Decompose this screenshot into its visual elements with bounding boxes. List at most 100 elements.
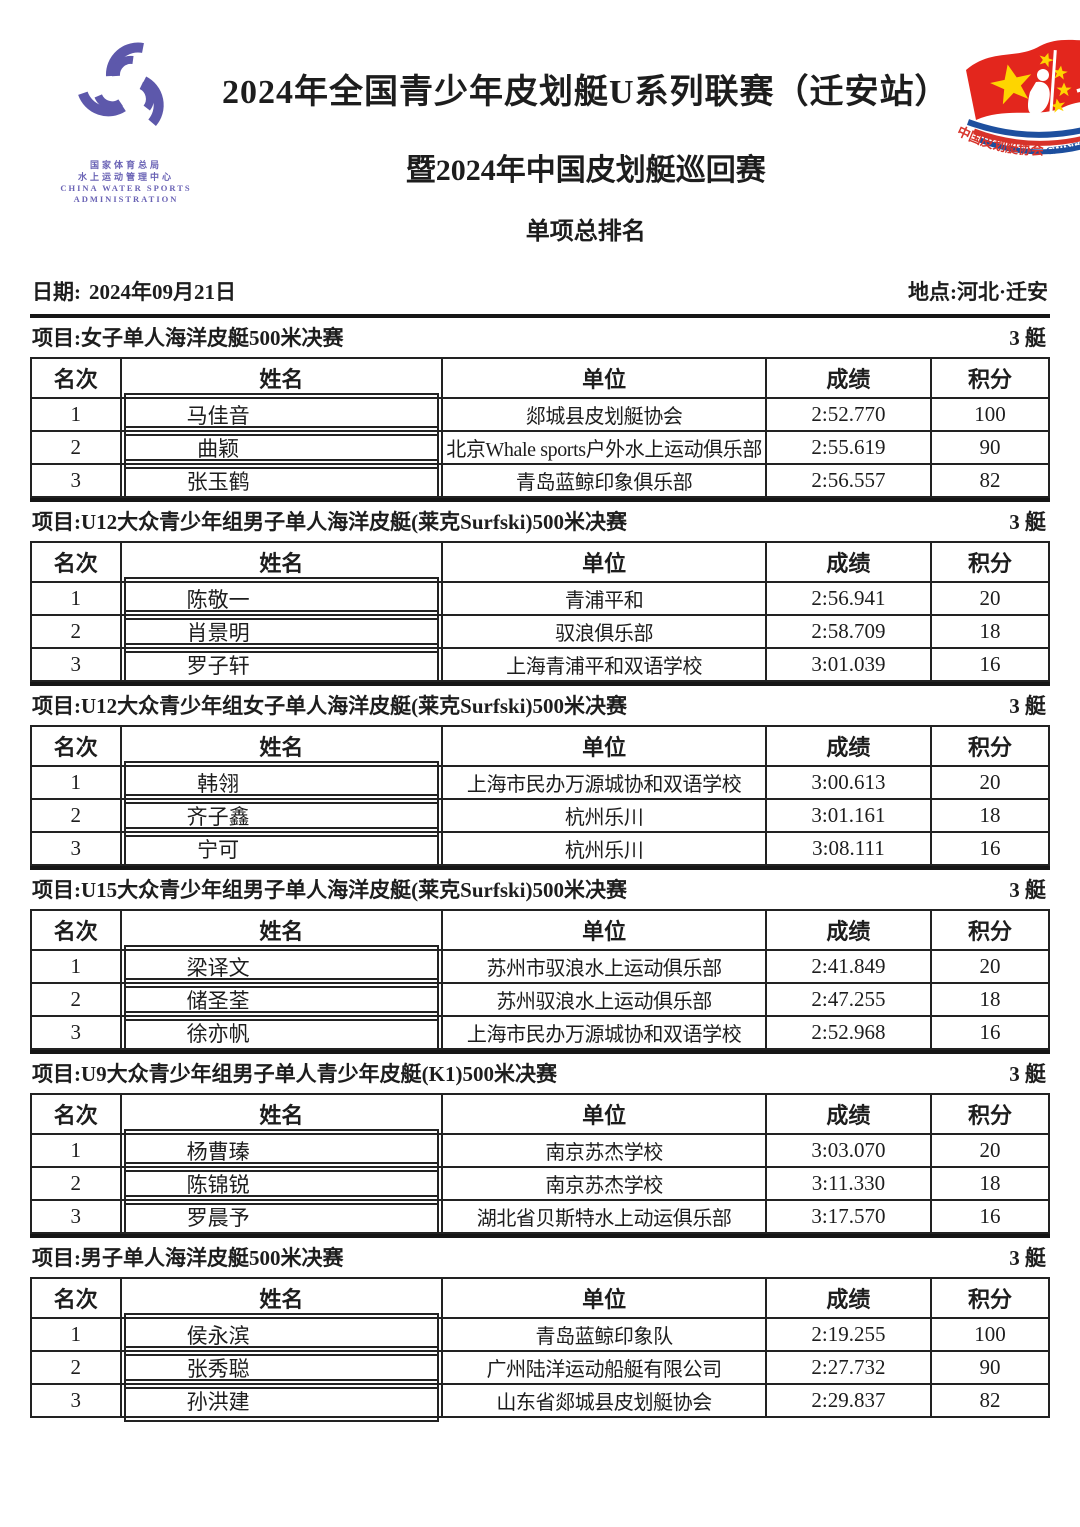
result-cell: 3:08.111 [764,831,932,866]
unit-cell: 湖北省贝斯特水上动运俱乐部 [441,1199,767,1234]
points-cell: 18 [929,798,1051,833]
athlete-name: 杨曹瑧 [186,1139,250,1164]
table-row: 2 齐子鑫 杭州乐川 3:01.161 18 [30,794,1051,837]
section-divider [30,498,1050,502]
points-cell: 82 [929,463,1051,498]
left-logo-en-line1: CHINA WATER SPORTS [60,183,192,193]
result-cell: 3:01.039 [764,647,932,682]
table-row: 3 罗子轩 上海青浦平和双语学校 3:01.039 16 [30,643,1051,686]
left-logo-cn-line1: 国家体育总局 [89,160,162,170]
col-header-result: 成绩 [764,1277,932,1319]
name-box: 罗子轩 [123,643,440,686]
section-divider [30,866,1050,870]
rank-cell: 2 [30,430,122,465]
table-header-row: 名次 姓名 单位 成绩 积分 [30,541,1051,583]
boats-count: 3 艇 [1009,326,1046,350]
col-header-rank: 名次 [30,357,122,399]
result-cell: 2:55.619 [764,430,932,465]
result-cell: 2:41.849 [764,949,932,984]
points-cell: 82 [929,1383,1051,1418]
name-box: 罗晨予 [123,1195,440,1238]
rank-cell: 3 [30,1015,122,1050]
table-header-row: 名次 姓名 单位 成绩 积分 [30,1277,1051,1319]
athlete-name: 储圣荃 [186,988,250,1013]
athlete-name: 肖景明 [186,620,250,645]
table-row: 2 曲颖 北京Whale sports户外水上运动俱乐部 2:55.619 90 [30,426,1051,469]
unit-cell: 青浦平和 [441,581,767,616]
left-logo-cn-line2: 水上运动管理中心 [77,172,174,182]
table-row: 3 徐亦帆 上海市民办万源城协和双语学校 2:52.968 16 [30,1011,1051,1054]
col-header-points: 积分 [929,1093,1051,1135]
unit-cell: 驭浪俱乐部 [441,614,767,649]
name-box: 孙洪建 [123,1379,440,1422]
table-row: 3 罗晨予 湖北省贝斯特水上动运俱乐部 3:17.570 16 [30,1195,1051,1238]
event-section: 项目:U15大众青少年组男子单人海洋皮艇(莱克Surfski)500米决赛 3 … [30,866,1051,1054]
unit-cell: 上海青浦平和双语学校 [441,647,767,682]
col-header-points: 积分 [929,1277,1051,1319]
boats-count: 3 艇 [1009,1246,1046,1270]
athlete-name: 张玉鹤 [186,469,250,494]
section-header: 项目:男子单人海洋皮艇500米决赛 3 艇 [30,1238,1050,1277]
table-row: 1 侯永滨 青岛蓝鲸印象队 2:19.255 100 [30,1313,1051,1356]
section-header: 项目:女子单人海洋皮艇500米决赛 3 艇 [30,318,1050,357]
section-header: 项目:U12大众青少年组女子单人海洋皮艇(莱克Surfski)500米决赛 3 … [30,686,1050,725]
event-section: 项目:男子单人海洋皮艇500米决赛 3 艇 名次 姓名 单位 成绩 积分 1 [30,1234,1051,1422]
col-header-rank: 名次 [30,909,122,951]
boats-count: 3 艇 [1009,878,1046,902]
location-field: 地点:河北·迁安 [908,276,1048,306]
athlete-name: 张秀聪 [186,1356,250,1381]
left-logo-en-line2: ADMINISTRATION [73,194,179,204]
china-water-sports-logo: 国家体育总局 水上运动管理中心 CHINA WATER SPORTS ADMIN… [30,26,222,205]
date-field: 日期: 2024年09月21日 [32,276,236,306]
result-cell: 2:52.968 [764,1015,932,1050]
rank-cell: 1 [30,1133,122,1168]
col-header-result: 成绩 [764,357,932,399]
event-title: 项目:U12大众青少年组男子单人海洋皮艇(莱克Surfski)500米决赛 [32,510,628,534]
points-cell: 100 [929,1317,1051,1352]
unit-cell: 青岛蓝鲸印象队 [441,1317,767,1352]
rank-cell: 1 [30,1317,122,1352]
points-cell: 20 [929,581,1051,616]
results-table: 名次 姓名 单位 成绩 积分 1 韩翎 上海市民办万源城协和双语学校 [30,725,1051,870]
athlete-name: 罗子轩 [186,653,250,678]
col-header-unit: 单位 [441,909,767,951]
page-subtitle-2: 单项总排名 [525,219,646,245]
unit-cell: 北京Whale sports户外水上运动俱乐部 [441,430,767,465]
event-section: 项目:U12大众青少年组女子单人海洋皮艇(莱克Surfski)500米决赛 3 … [30,682,1051,870]
col-header-name: 姓名 [119,909,444,951]
table-row: 1 马佳音 郯城县皮划艇协会 2:52.770 100 [30,393,1051,436]
result-cell: 3:17.570 [764,1199,932,1234]
points-cell: 90 [929,1350,1051,1385]
rank-cell: 1 [30,765,122,800]
name-box: 张玉鹤 [123,459,440,502]
result-cell: 2:52.770 [764,397,932,432]
points-cell: 18 [929,614,1051,649]
table-row: 1 梁译文 苏州市驭浪水上运动俱乐部 2:41.849 20 [30,945,1051,988]
col-header-points: 积分 [929,357,1051,399]
points-cell: 20 [929,765,1051,800]
result-cell: 3:03.070 [764,1133,932,1168]
result-cell: 3:00.613 [764,765,932,800]
meta-row: 日期: 2024年09月21日 地点:河北·迁安 [30,276,1050,314]
name-cell: 张玉鹤 [119,459,444,502]
name-cell: 徐亦帆 [119,1011,444,1054]
col-header-name: 姓名 [119,1277,444,1319]
rank-cell: 3 [30,1383,122,1418]
col-header-rank: 名次 [30,725,122,767]
result-cell: 2:58.709 [764,614,932,649]
rank-cell: 3 [30,831,122,866]
paddler-silhouettes [1027,50,1080,133]
results-table: 名次 姓名 单位 成绩 积分 1 杨曹瑧 南京苏杰学校 3 [30,1093,1051,1238]
section-header: 项目:U15大众青少年组男子单人海洋皮艇(莱克Surfski)500米决赛 3 … [30,870,1050,909]
athlete-name: 孙洪建 [186,1389,250,1414]
name-cell: 罗晨予 [119,1195,444,1238]
boats-count: 3 艇 [1009,694,1046,718]
result-cell: 2:47.255 [764,982,932,1017]
athlete-name: 曲颖 [197,436,240,461]
results-table: 名次 姓名 单位 成绩 积分 1 侯永滨 青岛蓝鲸印象队 [30,1277,1051,1422]
table-row: 1 杨曹瑧 南京苏杰学校 3:03.070 20 [30,1129,1051,1172]
col-header-name: 姓名 [119,725,444,767]
location-value: 河北·迁安 [956,280,1048,304]
water-sports-swirl-icon [78,42,164,126]
result-cell: 3:11.330 [764,1166,932,1201]
